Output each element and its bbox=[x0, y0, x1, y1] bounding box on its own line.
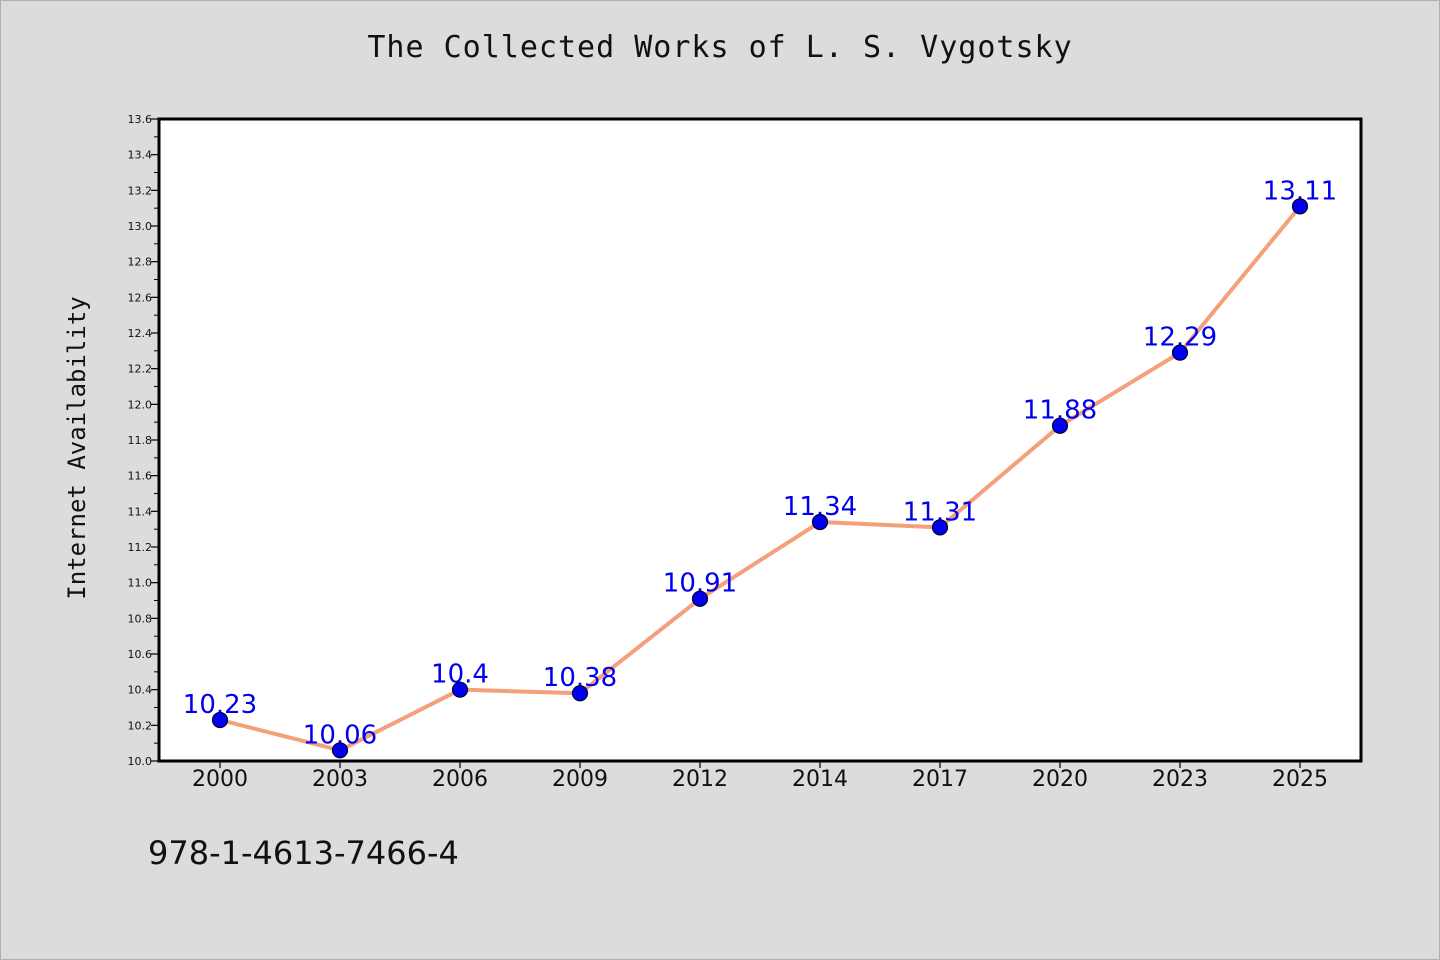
y-tick-label: 10.0 bbox=[128, 755, 153, 768]
y-tick-label: 10.8 bbox=[128, 612, 153, 625]
data-point bbox=[811, 513, 829, 531]
y-tick-label: 12.4 bbox=[128, 327, 153, 340]
y-tick-label: 11.8 bbox=[128, 434, 153, 447]
y-tick-label: 12.0 bbox=[128, 398, 153, 411]
x-tick-label: 2020 bbox=[1032, 767, 1088, 792]
data-point bbox=[331, 742, 349, 759]
data-point bbox=[211, 711, 229, 729]
y-tick-label: 11.6 bbox=[128, 470, 153, 483]
y-tick-label: 12.8 bbox=[128, 256, 153, 269]
x-tick-label: 2023 bbox=[1152, 767, 1208, 792]
series-line bbox=[218, 204, 1302, 753]
data-point bbox=[1291, 198, 1309, 215]
y-tick-label: 13.2 bbox=[128, 184, 153, 197]
y-tick-label: 10.6 bbox=[128, 648, 153, 661]
y-tick-label: 10.4 bbox=[128, 684, 153, 697]
y-tick-label: 13.0 bbox=[128, 220, 153, 233]
chart-title: The Collected Works of L. S. Vygotsky bbox=[367, 30, 1073, 65]
data-point bbox=[451, 681, 469, 698]
plot-border bbox=[157, 117, 1363, 763]
data-point bbox=[931, 519, 949, 536]
x-tick-label: 2025 bbox=[1272, 767, 1328, 792]
y-tick-label: 10.2 bbox=[128, 719, 153, 732]
x-tick-label: 2000 bbox=[192, 767, 248, 792]
x-tick-label: 2014 bbox=[792, 767, 848, 792]
data-point bbox=[1051, 417, 1069, 434]
isbn-text: 978-1-4613-7466-4 bbox=[148, 834, 459, 872]
y-tick-label: 11.2 bbox=[128, 541, 153, 554]
x-tick-label: 2017 bbox=[912, 767, 968, 792]
y-tick-label: 13.4 bbox=[128, 149, 153, 162]
y-tick-label: 12.6 bbox=[128, 291, 153, 304]
y-tick-label: 11.0 bbox=[128, 577, 153, 590]
data-point bbox=[1171, 344, 1189, 361]
y-tick-label: 11.4 bbox=[128, 505, 153, 518]
plot-area bbox=[159, 119, 1361, 761]
x-tick-label: 2006 bbox=[432, 767, 488, 792]
data-point bbox=[691, 590, 709, 607]
y-tick-label: 12.2 bbox=[128, 363, 153, 376]
y-tick-label: 13.6 bbox=[128, 113, 153, 126]
data-point bbox=[571, 685, 589, 702]
x-tick-label: 2009 bbox=[552, 767, 608, 792]
x-tick-label: 2012 bbox=[672, 767, 728, 792]
x-tick-label: 2003 bbox=[312, 767, 368, 792]
